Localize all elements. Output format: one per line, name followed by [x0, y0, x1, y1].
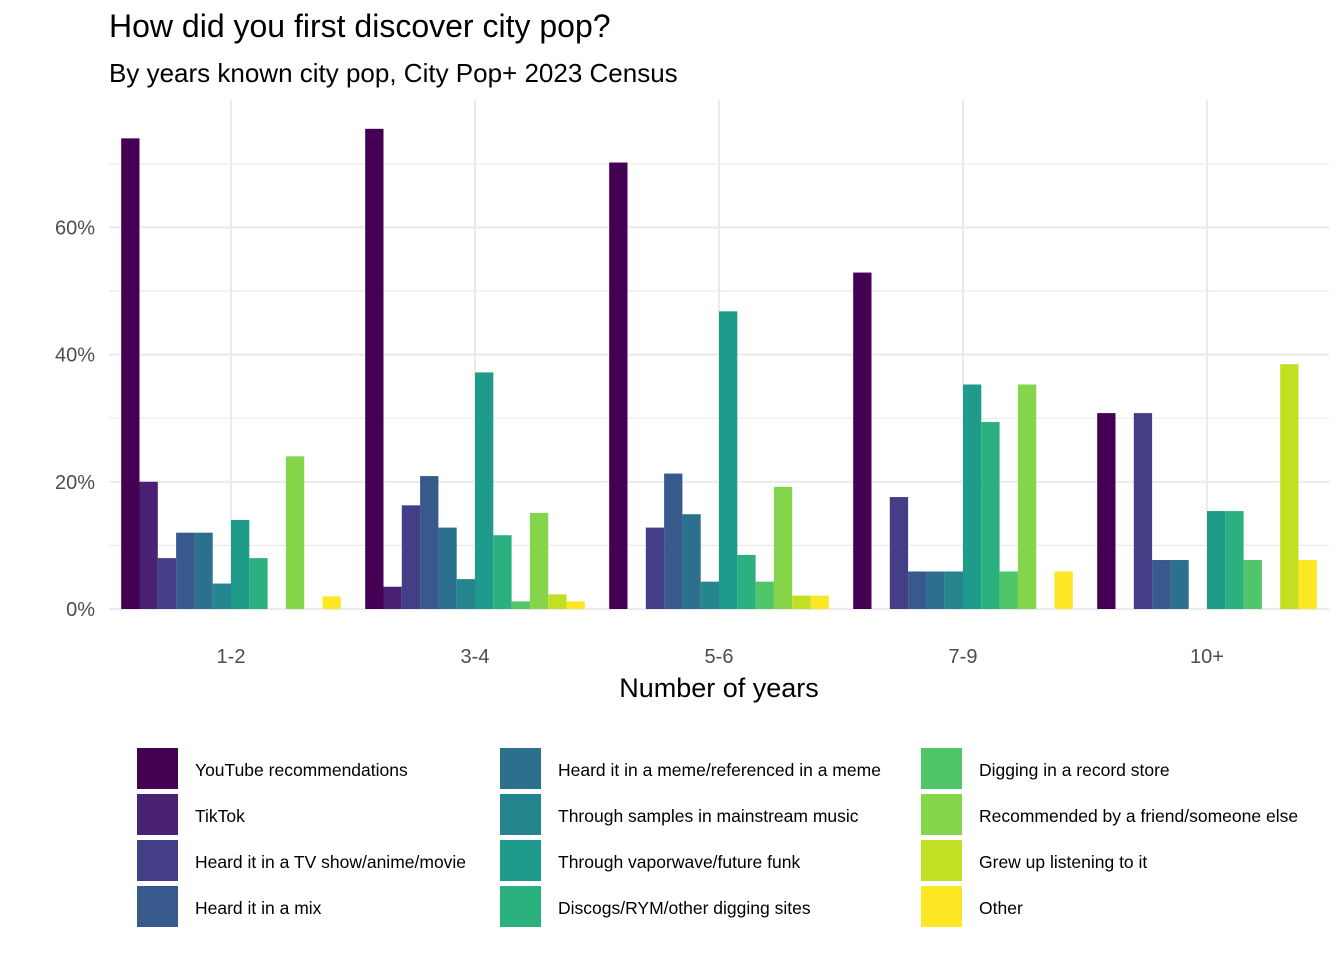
- bar: [1243, 560, 1262, 609]
- bar: [438, 527, 457, 609]
- bar: [1097, 413, 1116, 609]
- legend-swatch: [137, 840, 178, 881]
- bar: [908, 571, 927, 609]
- tick-labels: 0% 20% 40% 60% 1-2 3-4 5-6 7-9 10+: [55, 217, 1224, 668]
- bar: [1225, 511, 1244, 609]
- legend-label: Discogs/RYM/other digging sites: [558, 898, 811, 918]
- bar: [944, 571, 963, 609]
- legend-label: Heard it in a TV show/anime/movie: [195, 852, 467, 872]
- legend-label: Recommended by a friend/someone else: [979, 806, 1299, 826]
- legend-swatch: [921, 748, 962, 789]
- x-tick-label: 3-4: [461, 646, 490, 668]
- bar: [755, 581, 774, 609]
- legend-swatch: [921, 794, 962, 835]
- bar: [853, 272, 872, 609]
- legend-label: Other: [979, 898, 1023, 918]
- bar: [194, 532, 213, 609]
- bar: [1207, 511, 1226, 609]
- bar: [889, 497, 909, 609]
- bar: [773, 486, 793, 609]
- bar: [810, 595, 829, 609]
- bar: [139, 481, 158, 609]
- legend-label: Heard it in a mix: [195, 898, 322, 918]
- bar: [365, 128, 384, 609]
- legend-swatch: [500, 748, 541, 789]
- legend-swatch: [500, 794, 541, 835]
- y-tick-label: 20%: [55, 472, 95, 494]
- bar: [249, 558, 268, 609]
- chart-title: How did you first discover city pop?: [109, 8, 611, 44]
- bar: [231, 519, 250, 609]
- y-tick-label: 60%: [55, 217, 95, 239]
- bar: [926, 571, 945, 609]
- legend-swatch: [137, 886, 178, 927]
- legend-swatch: [921, 840, 962, 881]
- bar: [700, 581, 719, 609]
- bar: [566, 601, 585, 609]
- bar: [212, 583, 231, 609]
- legend-label: Through vaporwave/future funk: [558, 852, 801, 872]
- x-tick-label: 1-2: [217, 646, 246, 668]
- y-tick-label: 0%: [66, 599, 95, 621]
- legend-swatch: [137, 794, 178, 835]
- legend-swatch: [500, 886, 541, 927]
- y-tick-label: 40%: [55, 345, 95, 367]
- bar: [609, 162, 628, 609]
- x-tick-label: 7-9: [949, 646, 978, 668]
- bar: [1280, 364, 1299, 609]
- bar: [157, 558, 177, 609]
- x-axis-title: Number of years: [619, 673, 819, 703]
- legend-swatch: [500, 840, 541, 881]
- bar: [383, 586, 402, 609]
- bar: [322, 596, 341, 609]
- legend-label: Grew up listening to it: [979, 852, 1148, 872]
- bar: [682, 514, 701, 609]
- bar: [792, 595, 811, 609]
- bar: [456, 579, 475, 609]
- x-tick-label: 10+: [1190, 646, 1224, 668]
- x-tick-label: 5-6: [705, 646, 734, 668]
- bar: [529, 512, 549, 609]
- bar-chart: 0% 20% 40% 60% 1-2 3-4 5-6 7-9 10+ Number of yea…: [55, 100, 1329, 703]
- bar: [285, 456, 305, 609]
- bar: [1054, 571, 1073, 609]
- bar: [511, 601, 530, 609]
- bar: [493, 535, 512, 609]
- bar: [1152, 560, 1171, 609]
- bar: [737, 554, 756, 609]
- bar: [475, 372, 494, 609]
- bar: [420, 476, 439, 609]
- bars: [121, 128, 1317, 610]
- bar: [1133, 413, 1153, 609]
- legend-label: Digging in a record store: [979, 760, 1170, 780]
- legend-label: TikTok: [195, 806, 245, 826]
- bar: [1170, 560, 1189, 609]
- legend-swatch: [137, 748, 178, 789]
- legend: YouTube recommendations TikTok Heard it in…: [137, 748, 1337, 938]
- bar: [664, 473, 683, 609]
- bar: [548, 594, 567, 609]
- bar: [999, 571, 1018, 609]
- legend-label: Heard it in a meme/referenced in a meme: [558, 760, 881, 780]
- legend-label: YouTube recommendations: [195, 760, 408, 780]
- legend-label: Through samples in mainstream music: [558, 806, 859, 826]
- bar: [719, 311, 738, 609]
- bar: [176, 532, 195, 609]
- bar: [645, 527, 665, 609]
- chart-subtitle: By years known city pop, City Pop+ 2023 …: [109, 58, 678, 88]
- bar: [401, 505, 421, 609]
- bar: [1298, 560, 1317, 609]
- bar: [981, 422, 1000, 609]
- bar: [121, 138, 140, 610]
- legend-swatch: [921, 886, 962, 927]
- bar: [1017, 384, 1037, 609]
- bar: [963, 384, 982, 609]
